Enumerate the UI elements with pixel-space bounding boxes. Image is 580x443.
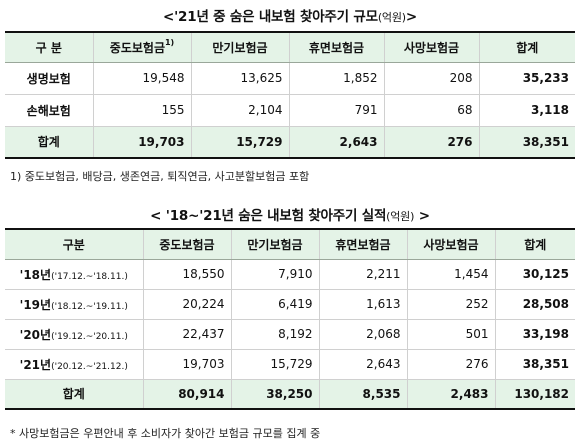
cell-value: 19,548 bbox=[92, 62, 191, 95]
total-label: 합계 bbox=[5, 379, 143, 410]
row-label: 손해보험 bbox=[5, 94, 93, 127]
table2-header-maturity: 만기보험금 bbox=[230, 228, 319, 260]
cell-value: 8,535 bbox=[318, 379, 407, 410]
row-year: '21년 bbox=[19, 357, 52, 372]
table1-header-midterm: 중도보험금1) bbox=[92, 31, 191, 63]
cell-value: 276 bbox=[383, 126, 479, 159]
total-label: 합계 bbox=[5, 126, 93, 159]
cell-value: 38,250 bbox=[230, 379, 319, 410]
table2-title: < '18~'21년 숨은 내보험 찾아주기 실적(억원) > bbox=[0, 204, 580, 224]
cell-value: 8,192 bbox=[230, 319, 319, 350]
cell-total: 30,125 bbox=[494, 259, 575, 290]
table2-header-category: 구분 bbox=[5, 228, 143, 260]
cell-value: 2,483 bbox=[406, 379, 495, 410]
table-row: 생명보험 19,548 13,625 1,852 208 35,233 bbox=[5, 62, 575, 95]
row-label: '19년('18.12.~'19.11.) bbox=[5, 289, 143, 320]
cell-value: 2,643 bbox=[318, 349, 407, 380]
cell-total: 38,351 bbox=[478, 126, 575, 159]
table1-header-death: 사망보험금 bbox=[383, 31, 479, 63]
cell-value: 19,703 bbox=[92, 126, 191, 159]
cell-total: 3,118 bbox=[478, 94, 575, 127]
cell-value: 276 bbox=[406, 349, 495, 380]
cell-value: 208 bbox=[383, 62, 479, 95]
table1-header-maturity: 만기보험금 bbox=[190, 31, 289, 63]
table2-title-unit: (억원) bbox=[386, 210, 415, 223]
table-row: 손해보험 155 2,104 791 68 3,118 bbox=[5, 94, 575, 127]
cell-value: 15,729 bbox=[190, 126, 289, 159]
cell-value: 1,613 bbox=[318, 289, 407, 320]
cell-value: 7,910 bbox=[230, 259, 319, 290]
table1-header-row: 구 분 중도보험금1) 만기보험금 휴면보험금 사망보험금 합계 bbox=[5, 31, 575, 63]
table-row: '20년('19.12.~'20.11.) 22,437 8,192 2,068… bbox=[5, 319, 575, 350]
cell-value: 20,224 bbox=[142, 289, 231, 320]
table1-title-end: > bbox=[405, 9, 417, 25]
row-label: '21년('20.12.~'21.12.) bbox=[5, 349, 143, 380]
row-label: '18년('17.12.~'18.11.) bbox=[5, 259, 143, 290]
cell-value: 2,211 bbox=[318, 259, 407, 290]
row-label: 생명보험 bbox=[5, 62, 93, 95]
table-row: '19년('18.12.~'19.11.) 20,224 6,419 1,613… bbox=[5, 289, 575, 320]
table2-header-death: 사망보험금 bbox=[406, 228, 495, 260]
row-year: '20년 bbox=[19, 327, 52, 342]
cell-value: 2,104 bbox=[190, 94, 289, 127]
table1-title-text: <'21년 중 숨은 내보험 찾아주기 규모 bbox=[163, 9, 378, 25]
row-year: '19년 bbox=[19, 297, 52, 312]
table2-footnote: * 사망보험금은 우편안내 후 소비자가 찾아간 보험금 규모를 집계 중 bbox=[10, 427, 321, 440]
table-row: '18년('17.12.~'18.11.) 18,550 7,910 2,211… bbox=[5, 259, 575, 290]
table2: 구분 중도보험금 만기보험금 휴면보험금 사망보험금 합계 '18년('17.1… bbox=[5, 228, 575, 410]
table1: 구 분 중도보험금1) 만기보험금 휴면보험금 사망보험금 합계 생명보험 19… bbox=[5, 31, 575, 159]
cell-value: 155 bbox=[92, 94, 191, 127]
table1-header-midterm-label: 중도보험금 bbox=[109, 40, 165, 55]
cell-total: 33,198 bbox=[494, 319, 575, 350]
cell-value: 2,643 bbox=[288, 126, 384, 159]
cell-value: 791 bbox=[288, 94, 384, 127]
row-period: ('17.12.~'18.11.) bbox=[51, 271, 128, 282]
cell-value: 2,068 bbox=[318, 319, 407, 350]
cell-total: 38,351 bbox=[494, 349, 575, 380]
cell-value: 13,625 bbox=[190, 62, 289, 95]
cell-value: 252 bbox=[406, 289, 495, 320]
table1-header-category: 구 분 bbox=[5, 31, 93, 63]
table1-header-dormant: 휴면보험금 bbox=[288, 31, 384, 63]
table2-header-dormant: 휴면보험금 bbox=[318, 228, 407, 260]
table2-header-row: 구분 중도보험금 만기보험금 휴면보험금 사망보험금 합계 bbox=[5, 228, 575, 260]
cell-value: 68 bbox=[383, 94, 479, 127]
cell-value: 80,914 bbox=[142, 379, 231, 410]
row-period: ('20.12.~'21.12.) bbox=[51, 361, 128, 372]
row-period: ('18.12.~'19.11.) bbox=[51, 301, 128, 312]
table1-title-unit: (억원) bbox=[377, 11, 406, 24]
cell-value: 1,852 bbox=[288, 62, 384, 95]
table2-header-midterm: 중도보험금 bbox=[142, 228, 231, 260]
cell-total: 28,508 bbox=[494, 289, 575, 320]
footnote-marker: 1) bbox=[164, 37, 175, 47]
cell-total: 130,182 bbox=[494, 379, 575, 410]
table2-title-text: < '18~'21년 숨은 내보험 찾아주기 실적 bbox=[150, 208, 387, 224]
table-row: '21년('20.12.~'21.12.) 19,703 15,729 2,64… bbox=[5, 349, 575, 380]
row-period: ('19.12.~'20.11.) bbox=[51, 331, 128, 342]
table1-title: <'21년 중 숨은 내보험 찾아주기 규모(억원)> bbox=[0, 5, 580, 25]
cell-value: 15,729 bbox=[230, 349, 319, 380]
cell-value: 18,550 bbox=[142, 259, 231, 290]
cell-value: 501 bbox=[406, 319, 495, 350]
cell-total: 35,233 bbox=[478, 62, 575, 95]
row-label: '20년('19.12.~'20.11.) bbox=[5, 319, 143, 350]
cell-value: 6,419 bbox=[230, 289, 319, 320]
cell-value: 19,703 bbox=[142, 349, 231, 380]
cell-value: 1,454 bbox=[406, 259, 495, 290]
cell-value: 22,437 bbox=[142, 319, 231, 350]
table1-footnote: 1) 중도보험금, 배당금, 생존연금, 퇴직연금, 사고분할보험금 포함 bbox=[10, 170, 310, 183]
row-year: '18년 bbox=[19, 267, 52, 282]
table1-header-total: 합계 bbox=[478, 31, 575, 63]
table2-header-total: 합계 bbox=[494, 228, 575, 260]
table2-title-end: > bbox=[418, 208, 430, 224]
table2-total-row: 합계 80,914 38,250 8,535 2,483 130,182 bbox=[5, 379, 575, 410]
table1-total-row: 합계 19,703 15,729 2,643 276 38,351 bbox=[5, 126, 575, 159]
